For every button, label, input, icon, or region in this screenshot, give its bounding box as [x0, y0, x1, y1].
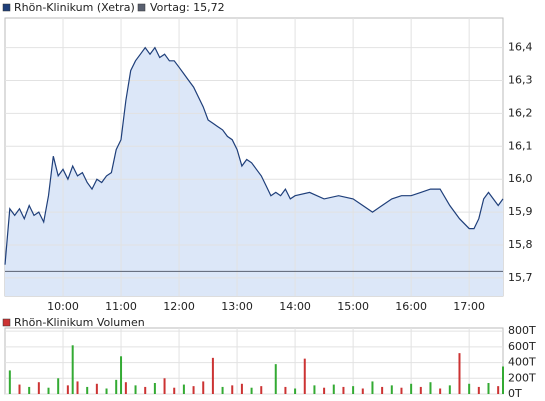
volume-bar [497, 386, 500, 394]
volume-bar [250, 387, 253, 394]
volume-bar [105, 388, 108, 394]
y-tick-label: 800T [508, 324, 536, 337]
volume-bar [47, 387, 50, 394]
volume-bar [211, 357, 214, 394]
volume-bar [134, 385, 137, 394]
volume-bar [477, 386, 480, 394]
y-tick-label: 600T [508, 340, 536, 353]
volume-bar [28, 386, 31, 394]
volume-bar [468, 383, 471, 394]
volume-bar [86, 386, 89, 394]
y-tick-label: 0T [508, 387, 522, 400]
volume-bar [303, 358, 306, 394]
volume-bar [352, 386, 355, 394]
x-tick-label: 11:00 [105, 300, 137, 313]
volume-bar [173, 387, 176, 394]
y-tick-label: 200T [508, 371, 536, 384]
volume-bar [231, 385, 234, 394]
volume-bar [221, 386, 224, 394]
volume-bar [37, 382, 40, 394]
legend-swatch [2, 318, 11, 327]
volume-bar [361, 388, 364, 394]
volume-bar [163, 378, 166, 394]
area [5, 47, 503, 296]
volume-bar [342, 386, 345, 394]
x-tick-label: 14:00 [279, 300, 311, 313]
x-tick-label: 13:00 [221, 300, 253, 313]
volume-bar [71, 345, 74, 394]
y-tick-label: 400T [508, 356, 536, 369]
volume-bar [57, 378, 60, 394]
legend-label: Vortag: 15,72 [150, 1, 225, 14]
volume-bar [448, 385, 451, 394]
plot-frame [4, 327, 504, 395]
volume-bar [323, 387, 326, 394]
volume-bar [260, 386, 263, 394]
volume-bar [419, 386, 422, 394]
volume-bar [76, 381, 79, 394]
volume-bar [458, 353, 461, 394]
legend-label: Rhön-Klinikum Volumen [14, 316, 145, 329]
volume-bar [371, 381, 374, 394]
x-tick-label: 16:00 [395, 300, 427, 313]
volume-bar [502, 366, 504, 394]
price-line [4, 46, 504, 265]
volume-bar [115, 379, 118, 394]
legend-swatch [2, 3, 11, 12]
volume-bar [294, 388, 297, 394]
volume-bar [439, 388, 442, 394]
volume-bar [124, 382, 127, 394]
x-tick-label: 17:00 [453, 300, 485, 313]
volume-bar [18, 384, 21, 394]
volume-bar [400, 387, 403, 394]
volume-bar [284, 386, 287, 394]
y-tick-label: 16,2 [508, 106, 533, 119]
x-tick-label: 15:00 [337, 300, 369, 313]
y-tick-label: 16,3 [508, 74, 533, 87]
y-tick-label: 16,1 [508, 139, 533, 152]
volume-bar [240, 383, 243, 394]
x-tick-label: 10:00 [47, 300, 79, 313]
legend-label: Rhön-Klinikum (Xetra) [14, 1, 135, 14]
volume-bar [8, 370, 11, 394]
volume-bar [487, 383, 490, 394]
volume-bar [332, 384, 335, 394]
volume-bar [182, 384, 185, 394]
volume-bar [202, 381, 205, 394]
y-tick-label: 15,8 [508, 238, 533, 251]
y-tick-label: 15,9 [508, 205, 533, 218]
volume-bar [410, 383, 413, 394]
volume-bar [390, 385, 393, 394]
volume-bar [192, 386, 195, 394]
volume-bar [95, 383, 98, 394]
y-tick-label: 15,7 [508, 271, 533, 284]
volume-bar [66, 385, 69, 394]
volume-bar [274, 364, 277, 394]
volume-bar [120, 356, 123, 394]
volume-bar [429, 382, 432, 394]
legend-swatch [137, 3, 146, 12]
volume-bar [144, 386, 147, 394]
x-tick-label: 12:00 [163, 300, 195, 313]
y-tick-label: 16,4 [508, 41, 533, 54]
volume-bar [153, 383, 156, 394]
volume-bar [381, 386, 384, 394]
volume-bar [313, 385, 316, 394]
y-tick-label: 16,0 [508, 172, 533, 185]
